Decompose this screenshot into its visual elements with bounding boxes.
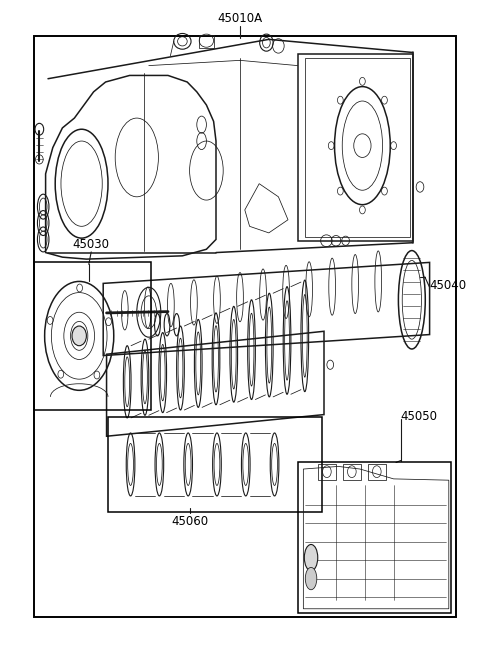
Bar xyxy=(108,417,322,512)
Bar xyxy=(368,464,386,480)
Bar xyxy=(318,464,336,480)
Bar xyxy=(343,464,361,480)
Text: 45040: 45040 xyxy=(430,279,467,292)
Circle shape xyxy=(72,326,86,346)
Text: 45030: 45030 xyxy=(72,237,110,251)
Bar xyxy=(34,36,456,617)
Text: 45010A: 45010A xyxy=(217,12,263,25)
Bar xyxy=(298,462,451,613)
Bar xyxy=(34,262,151,410)
Bar xyxy=(199,35,214,48)
Ellipse shape xyxy=(305,567,317,590)
Text: 45050: 45050 xyxy=(401,410,438,423)
Ellipse shape xyxy=(304,544,318,571)
Text: 45060: 45060 xyxy=(171,515,208,528)
